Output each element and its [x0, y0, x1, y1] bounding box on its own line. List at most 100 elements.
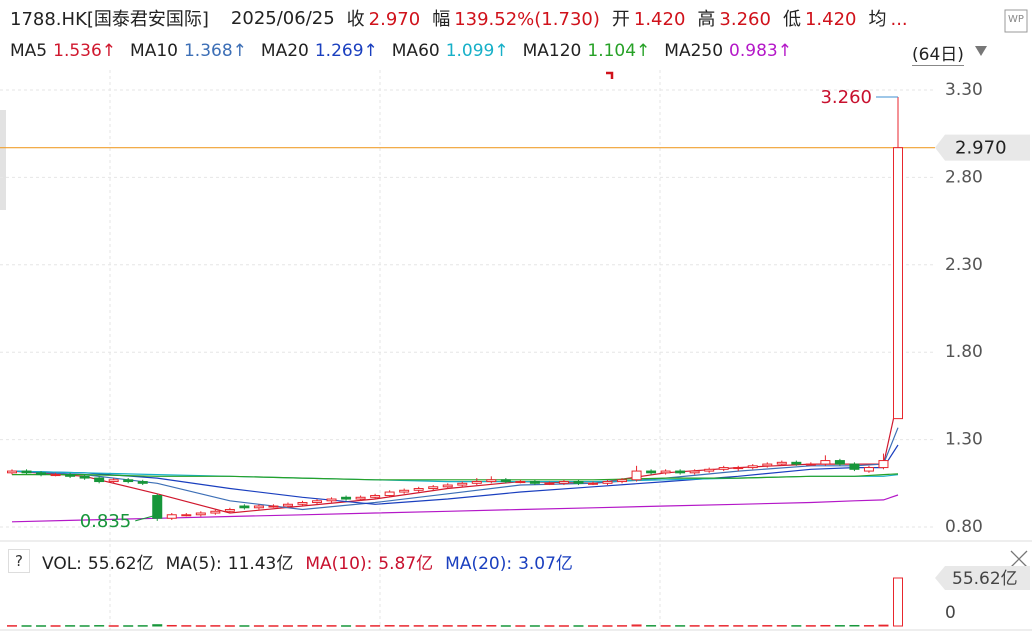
- volume-bar: [529, 625, 540, 627]
- candle-body: [123, 479, 134, 483]
- volume-bar: [239, 625, 250, 627]
- candle-body: [413, 488, 424, 491]
- volume-bar: [152, 624, 163, 627]
- volume-bar: [341, 625, 352, 627]
- candle-body: [195, 512, 206, 516]
- volume-bar: [660, 625, 671, 627]
- volume-bar: [166, 624, 177, 627]
- volume-bar: [210, 625, 221, 627]
- quote-field: 开 1.420: [612, 5, 686, 31]
- logo-box[interactable]: [1004, 9, 1028, 33]
- candle-body: [7, 470, 17, 474]
- volume-bar: [326, 625, 337, 627]
- ma-line: [12, 473, 899, 481]
- volume-bar: [355, 625, 366, 627]
- candle-body: [50, 474, 61, 477]
- ma-name: MA250: [664, 41, 724, 61]
- high-label: 3.260: [820, 87, 872, 108]
- y-tick-label: 0.80: [945, 517, 983, 537]
- volume-legend-name: MA(5):: [165, 553, 222, 574]
- candle-body: [834, 460, 845, 465]
- volume-bar: [805, 625, 816, 627]
- volume-bar: [253, 625, 264, 627]
- help-icon[interactable]: ?: [8, 549, 30, 573]
- scroll-handle[interactable]: [0, 110, 6, 210]
- volume-bar: [282, 625, 293, 627]
- volume-legend-item: MA(10): 5.87亿: [305, 549, 433, 574]
- volume-bar: [195, 625, 206, 627]
- volume-bar: [297, 625, 308, 627]
- candle-body: [399, 489, 410, 493]
- candle-body: [384, 491, 395, 497]
- logo[interactable]: WP: [1004, 9, 1028, 33]
- candle-body: [529, 481, 540, 484]
- volume-legend-item: VOL: 55.62亿: [42, 549, 154, 574]
- volume-bar: [94, 625, 105, 627]
- volume-legend-value: 11.43亿: [227, 553, 294, 574]
- volume-tick-label: 0: [945, 603, 956, 623]
- volume-bar: [791, 625, 802, 627]
- ma-legend-item[interactable]: MA10 1.368↑: [130, 41, 247, 61]
- ma-line: [11, 398, 899, 514]
- ma-legend-item[interactable]: MA250 0.983↑: [664, 41, 792, 61]
- candle-body: [820, 460, 831, 465]
- candle-body: [631, 470, 642, 481]
- volume-bar: [79, 625, 90, 627]
- ma-name: MA120: [522, 41, 582, 61]
- candle-body: [94, 477, 105, 483]
- ma-legend-item[interactable]: MA120 1.104↑: [523, 41, 651, 61]
- field-label: 低: [782, 9, 801, 30]
- candle-body: [442, 484, 453, 488]
- field-value: 3.260: [719, 9, 771, 30]
- ma-name: MA60: [391, 41, 440, 61]
- volume-bar: [384, 625, 395, 627]
- period-dropdown[interactable]: [975, 46, 987, 56]
- candle-body: [370, 495, 381, 498]
- candle-body: [689, 470, 700, 474]
- volume-legend-name: MA(20):: [445, 553, 513, 574]
- candle-body: [326, 498, 337, 502]
- y-tick-label: 3.30: [945, 80, 983, 100]
- volume-bar: [587, 625, 598, 627]
- volume-bar: [312, 625, 323, 627]
- ma-legend-item[interactable]: MA5 1.536↑: [10, 41, 116, 61]
- volume-bar: [123, 625, 134, 627]
- candle-body: [573, 481, 584, 484]
- close-button[interactable]: [1010, 550, 1028, 568]
- volume-bar: [733, 625, 744, 627]
- volume-bar: [718, 625, 729, 627]
- volume-bar: [442, 625, 453, 627]
- volume-bar: [515, 625, 526, 627]
- period[interactable]: (64日): [912, 40, 964, 66]
- volume-bar: [834, 625, 845, 627]
- candle-body: [471, 481, 482, 484]
- last-price-box: [935, 134, 1030, 161]
- candle-body: [137, 481, 148, 484]
- ma-legend-item[interactable]: MA20 1.269↑: [261, 41, 378, 61]
- quote-header: 1788.HK[国泰君安国际] 2025/06/25 收 2.970 幅 139.52…: [10, 4, 908, 32]
- volume-bar: [573, 625, 584, 627]
- candle-body: [428, 486, 439, 490]
- volume-bar: [878, 624, 889, 627]
- candle-body: [791, 461, 802, 465]
- volume-bar: [762, 625, 773, 627]
- candle-body: [312, 500, 323, 504]
- volume-bar: [457, 625, 468, 627]
- candle-body: [21, 470, 32, 474]
- volume-bar: [36, 625, 47, 627]
- ma-value: 1.099↑: [445, 41, 509, 61]
- volume-bar: [704, 625, 715, 627]
- volume-bar: [108, 625, 119, 627]
- volume-bar: [224, 625, 235, 627]
- ma-legend-item[interactable]: MA60 1.099↑: [392, 41, 509, 61]
- ma-value: 1.104↑: [587, 41, 651, 61]
- candle-body: [747, 465, 758, 469]
- volume-bar: [631, 624, 642, 627]
- ma-name: MA10: [130, 41, 178, 61]
- candle-body: [675, 470, 686, 474]
- volume-bar: [413, 625, 424, 627]
- candle-body: [660, 470, 671, 474]
- ma-line: [11, 494, 899, 523]
